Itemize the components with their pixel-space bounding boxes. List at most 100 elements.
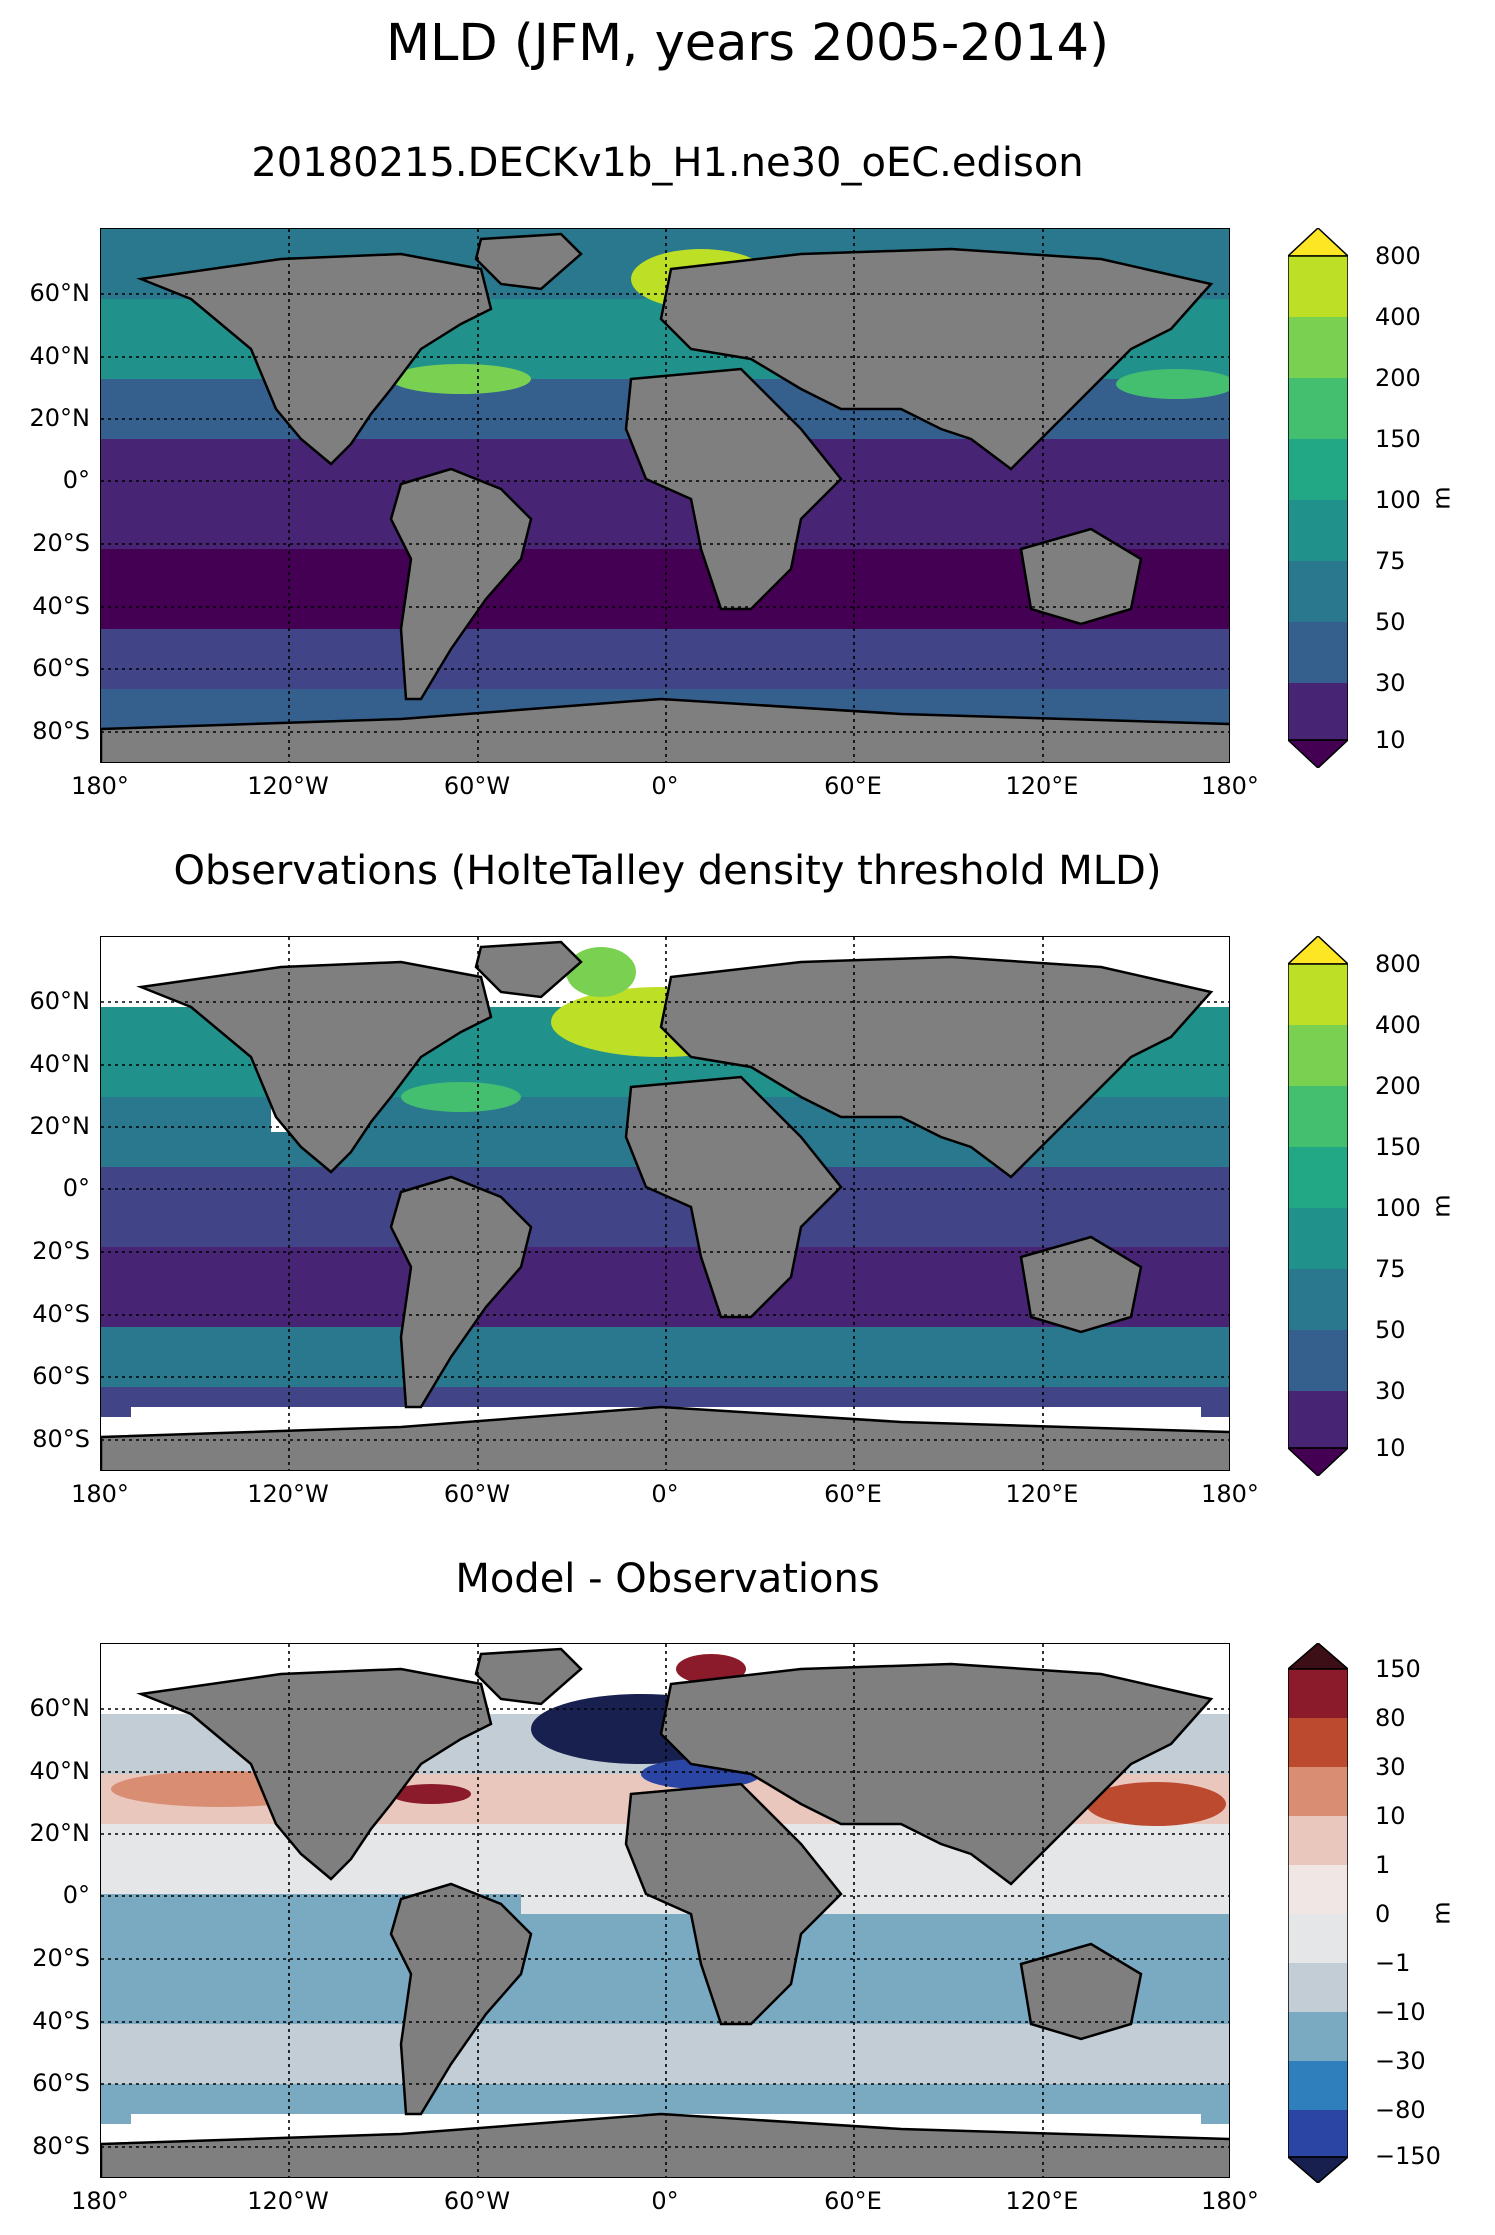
colorbar-tick: 200	[1375, 1072, 1421, 1100]
colorbar-tick: 75	[1375, 547, 1406, 575]
lat-label: 60°N	[29, 987, 91, 1015]
lon-label: 120°E	[1005, 772, 1079, 800]
north-america	[136, 252, 493, 466]
lat-label: 0°	[62, 466, 90, 494]
north-america	[136, 960, 493, 1174]
eurasia	[659, 247, 1214, 471]
panel-3-map	[100, 1643, 1230, 2178]
lon-label: 0°	[651, 2187, 679, 2215]
south-america	[389, 1882, 533, 2116]
lon-label: 120°W	[247, 2187, 329, 2215]
south-america	[389, 1175, 533, 1409]
gulf-stream-bias	[391, 1784, 471, 1804]
colorbar-tick: 100	[1375, 1194, 1421, 1222]
lon-label: 60°E	[824, 1480, 882, 1508]
lon-label: 120°E	[1005, 1480, 1079, 1508]
lat-label: 0°	[62, 1881, 90, 1909]
panel-2-map	[100, 936, 1230, 1471]
colorbar-tick: 150	[1375, 425, 1421, 453]
eurasia	[659, 955, 1214, 1179]
australia	[1019, 1235, 1143, 1334]
colorbar-tick: 30	[1375, 1753, 1406, 1781]
south-america	[389, 467, 533, 701]
panel-1-map	[100, 228, 1230, 763]
colorbar-tick: 80	[1375, 1704, 1406, 1732]
lat-label: 40°N	[29, 342, 91, 370]
lat-label: 20°S	[32, 1944, 90, 1972]
panel-2-colorbar	[1288, 936, 1348, 1476]
lat-label: 20°S	[32, 529, 90, 557]
antarctica	[101, 1405, 1229, 1470]
north-america	[136, 1667, 493, 1881]
lon-label: 60°W	[443, 1480, 511, 1508]
lat-label: 60°N	[29, 279, 91, 307]
labrador-deep	[566, 947, 636, 997]
lon-label: 180°	[1201, 1480, 1259, 1508]
colorbar-tick: 10	[1375, 1434, 1406, 1462]
panel-2-map-svg	[101, 937, 1229, 1470]
colorbar-tick: 0	[1375, 1900, 1391, 1928]
lon-label: 60°W	[443, 2187, 511, 2215]
lat-label: 60°S	[32, 654, 90, 682]
lat-label: 40°N	[29, 1757, 91, 1785]
lat-label: 20°N	[29, 1112, 91, 1140]
lon-label: 180°	[71, 1480, 129, 1508]
australia	[1019, 527, 1143, 626]
lon-label: 120°W	[247, 1480, 329, 1508]
lat-label: 40°N	[29, 1050, 91, 1078]
cbar-extend-max	[1288, 936, 1348, 965]
africa	[624, 1782, 843, 2026]
colorbar-tick: 800	[1375, 242, 1421, 270]
lon-label: 0°	[651, 772, 679, 800]
colorbar-tick: 10	[1375, 726, 1406, 754]
lat-label: 80°S	[32, 1425, 90, 1453]
colorbar-unit: m	[1427, 1901, 1456, 1925]
gulf-stream-deep	[401, 1082, 521, 1112]
lat-label: 80°S	[32, 717, 90, 745]
panel-1-title: 20180215.DECKv1b_H1.ne30_oEC.edison	[251, 140, 1084, 186]
lat-label: 60°S	[32, 2069, 90, 2097]
cbar-extend-max	[1288, 1643, 1348, 1670]
lon-label: 180°	[1201, 772, 1259, 800]
colorbar-tick: −10	[1375, 1998, 1426, 2026]
lat-label: 40°S	[32, 592, 90, 620]
lat-label: 60°S	[32, 1362, 90, 1390]
colorbar-unit: m	[1427, 486, 1456, 510]
africa	[624, 367, 843, 611]
lat-label: 80°S	[32, 2132, 90, 2160]
panel-3-map-svg	[101, 1644, 1229, 2177]
lat-label: 20°S	[32, 1237, 90, 1265]
colorbar-tick: 150	[1375, 1133, 1421, 1161]
panel-3-colorbar	[1288, 1643, 1348, 2183]
lon-label: 0°	[651, 1480, 679, 1508]
kuroshio-deep	[1116, 369, 1229, 399]
colorbar-tick: 100	[1375, 486, 1421, 514]
colorbar-tick: 10	[1375, 1802, 1406, 1830]
colorbar-tick: 400	[1375, 303, 1421, 331]
colorbar-tick: 50	[1375, 608, 1406, 636]
greenland	[474, 1647, 583, 1706]
panel-1-colorbar	[1288, 228, 1348, 768]
colorbar-tick: 50	[1375, 1316, 1406, 1344]
lon-label: 120°W	[247, 772, 329, 800]
lon-label: 60°E	[824, 772, 882, 800]
colorbar-tick: 30	[1375, 669, 1406, 697]
colorbar-tick: 400	[1375, 1011, 1421, 1039]
colorbar-tick: −1	[1375, 1949, 1411, 1977]
antarctica	[101, 697, 1229, 762]
figure-title: MLD (JFM, years 2005-2014)	[385, 14, 1110, 73]
greenland	[474, 940, 583, 999]
colorbar-tick: −150	[1375, 2142, 1441, 2170]
kuroshio-bias	[1086, 1782, 1226, 1826]
colorbar-tick: 75	[1375, 1255, 1406, 1283]
greenland	[474, 232, 583, 291]
panel-2-title: Observations (HolteTalley density thresh…	[173, 848, 1162, 894]
panel-1-map-svg	[101, 229, 1229, 762]
lat-label: 20°N	[29, 404, 91, 432]
lon-label: 180°	[71, 2187, 129, 2215]
gulf-stream-deep	[391, 364, 531, 394]
antarctica	[101, 2112, 1229, 2177]
africa	[624, 1075, 843, 1319]
colorbar-tick: −80	[1375, 2096, 1426, 2124]
australia	[1019, 1942, 1143, 2041]
